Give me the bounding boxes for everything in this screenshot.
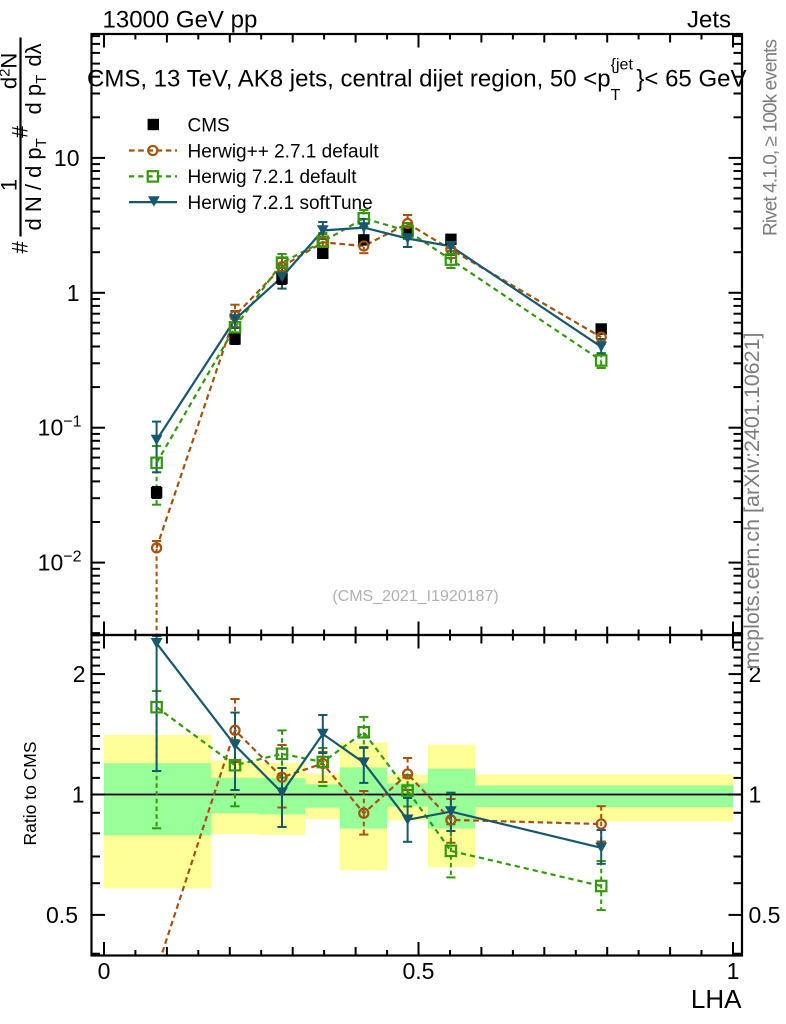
svg-text:2: 2 — [749, 661, 762, 687]
svg-text:#: # — [8, 241, 33, 254]
svg-text:1: 1 — [67, 280, 80, 306]
svg-text:0.5: 0.5 — [749, 902, 781, 928]
svg-text:10: 10 — [54, 145, 80, 171]
svg-text:Rivet 4.1.0, ≥ 100k events: Rivet 4.1.0, ≥ 100k events — [761, 39, 782, 236]
svg-text:mcplots.cern.ch [arXiv:2401.10: mcplots.cern.ch [arXiv:2401.10621] — [740, 332, 764, 669]
svg-text:1: 1 — [72, 782, 85, 808]
svg-text:d N / d pT: d N / d pT — [21, 138, 50, 230]
svg-text:#: # — [8, 125, 33, 138]
svg-text:1: 1 — [0, 179, 22, 191]
svg-text:10−2: 10−2 — [38, 549, 82, 576]
svg-text:0.5: 0.5 — [403, 958, 435, 984]
svg-text:Herwig 7.2.1 softTune: Herwig 7.2.1 softTune — [188, 193, 373, 214]
svg-text:LHA: LHA — [691, 984, 742, 1014]
svg-text:(CMS_2021_I1920187): (CMS_2021_I1920187) — [332, 588, 498, 605]
svg-text:0.5: 0.5 — [46, 902, 78, 928]
svg-text:Jets: Jets — [687, 7, 731, 34]
svg-text:1: 1 — [727, 958, 740, 984]
svg-text:Herwig++ 2.7.1 default: Herwig++ 2.7.1 default — [188, 141, 380, 162]
svg-text:0: 0 — [98, 958, 111, 984]
svg-text:13000 GeV pp: 13000 GeV pp — [103, 7, 258, 34]
svg-text:Herwig 7.2.1 default: Herwig 7.2.1 default — [188, 167, 358, 188]
svg-text:d2N: d2N — [0, 53, 22, 89]
svg-text:Ratio to CMS: Ratio to CMS — [20, 741, 40, 845]
svg-text:1: 1 — [749, 782, 762, 808]
svg-text:CMS: CMS — [188, 115, 230, 136]
svg-text:2: 2 — [73, 661, 86, 687]
